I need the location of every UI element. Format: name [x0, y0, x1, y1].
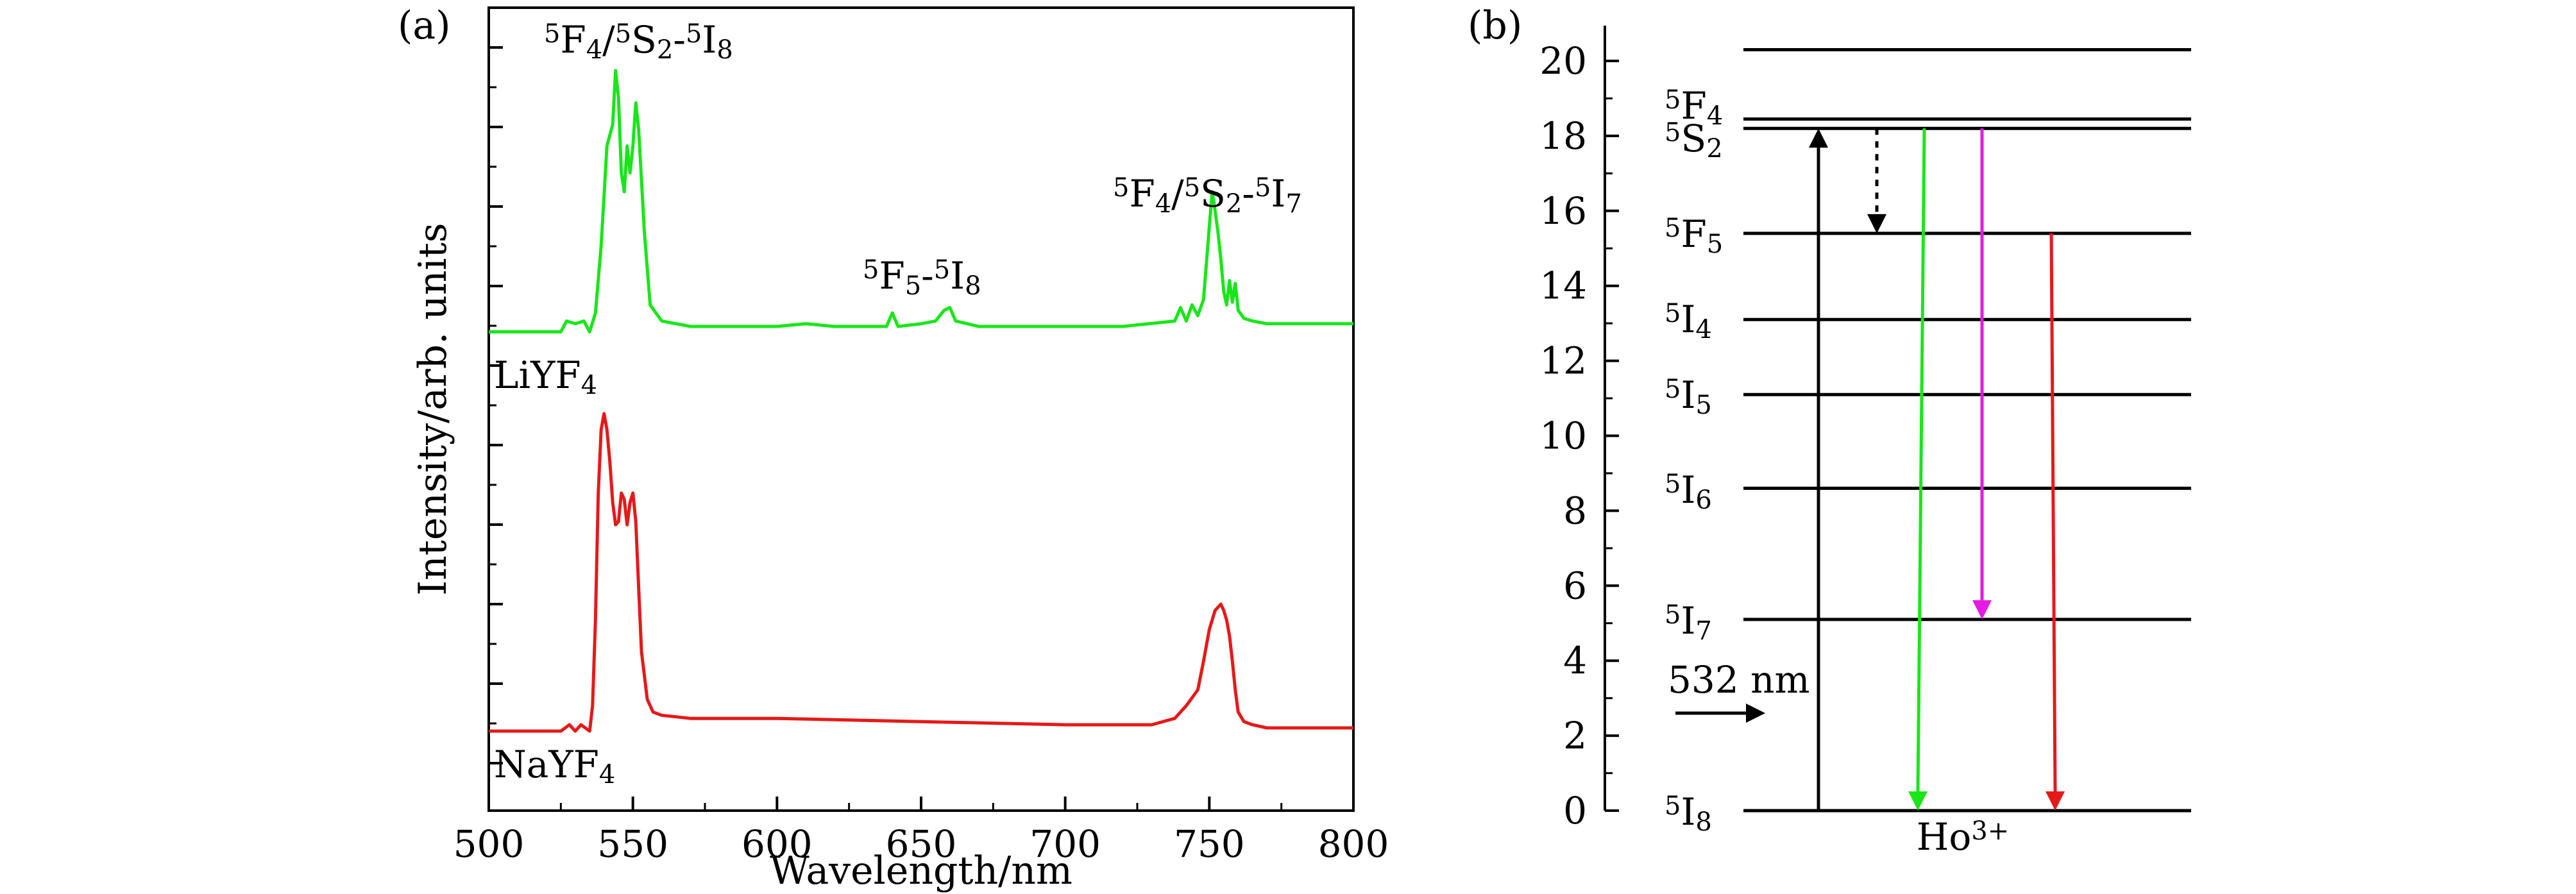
laser-wavelength-label: 532 nm — [1668, 658, 1810, 702]
energy-level-label: 5S2 — [1665, 117, 1723, 164]
energy-level-label: 5I4 — [1665, 298, 1712, 344]
panel-b-transitions — [1809, 128, 2065, 811]
sample-label: LiYF4 — [494, 353, 597, 400]
x-tick-label: 600 — [741, 822, 813, 866]
x-tick-label: 800 — [1318, 822, 1389, 866]
panel-a-x-ticks: 500 550 600 650 700 750 800 — [453, 797, 1389, 866]
panel-a-spectra: (a) 500 550 600 650 700 750 800 Wavelength/nm … — [398, 3, 1389, 893]
sample-label: NaYF4 — [494, 743, 615, 789]
panel-a-label: (a) — [398, 3, 451, 48]
transition-annotation: 5F5-5I8 — [863, 254, 981, 301]
energy-level-label: 5I6 — [1665, 468, 1712, 515]
panel-b-energy-levels — [1743, 47, 2191, 813]
y-tick-label: 2 — [1563, 714, 1587, 757]
panel-a-y-ticks — [489, 46, 503, 764]
ion-label: Ho3+ — [1917, 815, 2009, 859]
panel-b-ion-label: Ho3+ — [1917, 815, 2009, 859]
panel-b-laser-arrow: 532 nm — [1668, 658, 1810, 723]
series-line-liyf4 — [489, 69, 1353, 333]
y-tick-label: 6 — [1563, 564, 1587, 607]
panel-b-label: (b) — [1468, 3, 1522, 48]
energy-level-label: 5F5 — [1665, 212, 1723, 259]
y-tick-label: 18 — [1539, 114, 1587, 158]
transition-nonradiative-arrow — [1867, 128, 1886, 233]
energy-level-label: 5I8 — [1665, 790, 1712, 837]
panel-a-y-axis-title: Intensity/arb. units — [411, 223, 455, 595]
y-tick-label: 12 — [1539, 339, 1587, 383]
series-line-nayf4 — [489, 412, 1353, 733]
panel-b-y-ticks: 0 2 4 6 8 10 12 14 16 18 20 — [1539, 39, 1619, 832]
panel-a-annotations: 5F4/5S2-5I8 5F5-5I8 5F4/5S2-5I7 LiYF4 NaYF4 — [494, 18, 1302, 789]
x-tick-label: 700 — [1030, 822, 1101, 866]
x-tick-label: 650 — [886, 822, 957, 866]
transition-annotation: 5F4/5S2-5I8 — [544, 18, 733, 65]
transition-annotation: 5F4/5S2-5I7 — [1113, 172, 1302, 219]
x-tick-label: 550 — [597, 822, 668, 866]
transition-absorption-arrow — [1809, 128, 1828, 811]
y-tick-label: 8 — [1563, 489, 1587, 532]
energy-level-label: 5I5 — [1665, 373, 1712, 420]
panel-a-x-axis-title: Wavelength/nm — [770, 848, 1072, 893]
energy-level-label: 5I7 — [1665, 599, 1712, 646]
energy-level-label: 5F4 — [1665, 84, 1723, 131]
y-tick-label: 16 — [1539, 189, 1587, 233]
y-tick-label: 14 — [1539, 264, 1587, 308]
transition-emission-arrow — [2046, 233, 2065, 811]
transition-emission-arrow — [1972, 128, 1992, 620]
x-tick-label: 750 — [1174, 822, 1245, 866]
y-tick-label: 10 — [1539, 414, 1587, 458]
y-tick-label: 0 — [1563, 789, 1587, 832]
laser-excitation-arrow — [1675, 704, 1765, 723]
panel-a-series — [489, 69, 1353, 733]
y-tick-label: 20 — [1539, 39, 1587, 83]
transition-emission-arrow — [1908, 128, 1928, 811]
y-tick-label: 4 — [1563, 639, 1587, 682]
x-tick-label: 500 — [453, 822, 525, 866]
